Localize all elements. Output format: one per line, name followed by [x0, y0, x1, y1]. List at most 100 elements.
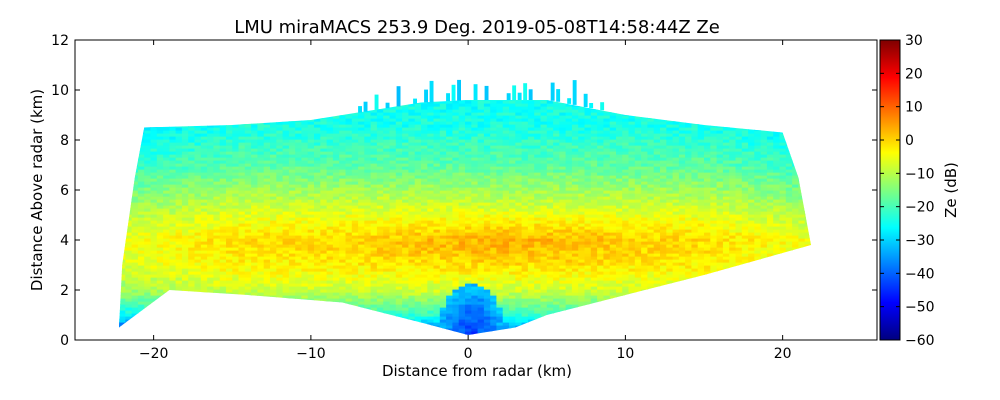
- reflectivity-cell: [257, 280, 265, 284]
- reflectivity-cell: [622, 250, 630, 254]
- reflectivity-cell: [465, 289, 472, 293]
- reflectivity-cell: [490, 268, 498, 272]
- reflectivity-cell: [402, 268, 409, 272]
- reflectivity-cell: [672, 223, 680, 227]
- reflectivity-cell: [785, 220, 793, 224]
- reflectivity-cell: [597, 292, 604, 296]
- reflectivity-cell: [590, 232, 598, 236]
- reflectivity-cell: [163, 280, 170, 284]
- reflectivity-cell: [358, 295, 365, 299]
- reflectivity-cell: [779, 232, 787, 236]
- reflectivity-cell: [477, 304, 485, 308]
- reflectivity-cell: [452, 214, 460, 218]
- reflectivity-cell: [477, 271, 485, 275]
- reflectivity-cell: [376, 232, 384, 236]
- reflectivity-cell: [458, 211, 466, 215]
- reflectivity-cell: [370, 286, 378, 290]
- reflectivity-cell: [521, 271, 529, 275]
- reflectivity-cell: [408, 235, 416, 239]
- reflectivity-cell: [402, 280, 409, 284]
- reflectivity-cell: [446, 235, 453, 239]
- reflectivity-cell: [628, 232, 636, 236]
- reflectivity-cell: [181, 235, 189, 239]
- reflectivity-cell: [320, 271, 328, 275]
- reflectivity-cell: [389, 265, 397, 269]
- reflectivity-cell: [282, 223, 290, 227]
- reflectivity-cell: [546, 283, 554, 287]
- reflectivity-cell: [150, 298, 158, 302]
- reflectivity-cell: [584, 259, 592, 263]
- reflectivity-cell: [131, 289, 139, 293]
- reflectivity-cell: [446, 298, 453, 302]
- reflectivity-cell: [628, 244, 636, 248]
- reflectivity-cell: [188, 265, 196, 269]
- reflectivity-cell: [483, 322, 491, 326]
- reflectivity-cell: [590, 229, 598, 233]
- reflectivity-cell: [200, 265, 208, 269]
- reflectivity-cell: [181, 271, 189, 275]
- reflectivity-cell: [169, 247, 177, 251]
- reflectivity-cell: [458, 307, 466, 311]
- reflectivity-cell: [131, 298, 139, 302]
- reflectivity-cell: [565, 286, 573, 290]
- reflectivity-cell: [685, 259, 692, 263]
- reflectivity-cell: [760, 217, 768, 221]
- reflectivity-cell: [383, 268, 391, 272]
- reflectivity-cell: [301, 241, 309, 245]
- reflectivity-cell: [207, 268, 214, 272]
- reflectivity-cell: [465, 316, 472, 320]
- reflectivity-cell: [609, 268, 617, 272]
- reflectivity-cell: [729, 259, 737, 263]
- reflectivity-cell: [270, 286, 277, 290]
- reflectivity-cell: [257, 265, 265, 269]
- reflectivity-cell: [578, 268, 586, 272]
- reflectivity-cell: [609, 280, 617, 284]
- reflectivity-cell: [477, 223, 485, 227]
- reflectivity-cell: [295, 244, 303, 248]
- reflectivity-cell: [697, 259, 705, 263]
- reflectivity-cell: [634, 262, 642, 266]
- reflectivity-cell: [439, 256, 447, 260]
- reflectivity-cell: [691, 238, 699, 242]
- reflectivity-cell: [678, 253, 686, 257]
- reflectivity-cell: [219, 226, 227, 230]
- reflectivity-cell: [779, 217, 787, 221]
- reflectivity-cell: [465, 322, 472, 326]
- reflectivity-cell: [358, 214, 365, 218]
- reflectivity-cell: [653, 283, 661, 287]
- reflectivity-cell: [402, 250, 409, 254]
- reflectivity-cell: [282, 229, 290, 233]
- reflectivity-cell: [257, 253, 265, 257]
- reflectivity-cell: [131, 250, 139, 254]
- reflectivity-cell: [779, 220, 787, 224]
- reflectivity-cell: [553, 277, 560, 281]
- reflectivity-cell: [660, 232, 667, 236]
- reflectivity-cell: [465, 241, 472, 245]
- reflectivity-cell: [263, 229, 271, 233]
- reflectivity-cell: [226, 277, 233, 281]
- reflectivity-cell: [169, 268, 177, 272]
- reflectivity-cell: [477, 226, 485, 230]
- reflectivity-cell: [408, 229, 416, 233]
- reflectivity-cell: [251, 277, 258, 281]
- reflectivity-cell: [339, 250, 347, 254]
- reflectivity-cell: [163, 217, 170, 221]
- reflectivity-cell: [502, 289, 510, 293]
- reflectivity-cell: [332, 232, 340, 236]
- reflectivity-cell: [226, 286, 233, 290]
- reflectivity-cell: [200, 250, 208, 254]
- reflectivity-cell: [219, 235, 227, 239]
- reflectivity-cell: [351, 211, 359, 215]
- reflectivity-cell: [553, 211, 560, 215]
- reflectivity-cell: [370, 274, 378, 278]
- reflectivity-cell: [773, 220, 781, 224]
- reflectivity-cell: [251, 223, 258, 227]
- reflectivity-cell: [358, 274, 365, 278]
- reflectivity-cell: [213, 262, 221, 266]
- reflectivity-cell: [244, 214, 252, 218]
- reflectivity-cell: [181, 274, 189, 278]
- reflectivity-cell: [748, 259, 755, 263]
- reflectivity-cell: [433, 304, 441, 308]
- reflectivity-cell: [792, 211, 799, 215]
- reflectivity-cell: [534, 265, 542, 269]
